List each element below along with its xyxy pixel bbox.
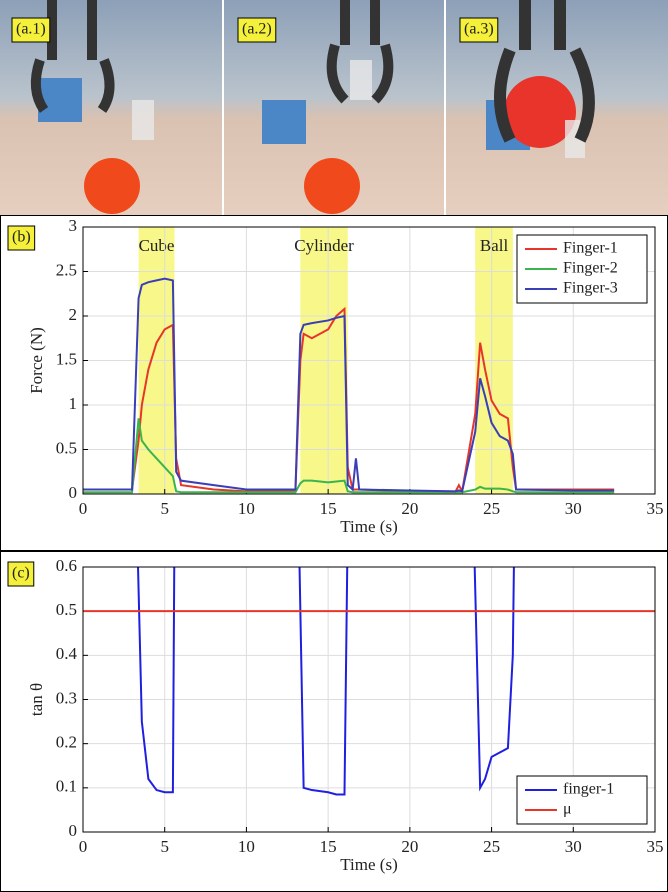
x-tick-label: 10 <box>238 499 255 518</box>
y-tick-label: 1 <box>69 394 78 413</box>
y-tick-label: 3 <box>69 216 78 235</box>
x-tick-label: 15 <box>320 837 337 856</box>
x-tick-label: 35 <box>647 499 664 518</box>
cylinder <box>132 100 154 140</box>
series-line <box>83 277 615 493</box>
gripper <box>494 0 595 143</box>
x-tick-label: 25 <box>483 499 500 518</box>
legend-label: μ <box>563 801 572 818</box>
series-line <box>137 567 515 796</box>
y-tick-label: 0.6 <box>56 556 77 575</box>
x-tick-label: 20 <box>401 837 418 856</box>
panel-label: (b) <box>12 229 31 246</box>
x-tick-label: 5 <box>160 499 169 518</box>
x-tick-label: 15 <box>320 499 337 518</box>
x-axis-label: Time (s) <box>340 517 397 536</box>
panel-label: (c) <box>12 565 30 582</box>
legend-label: finger-1 <box>563 781 614 798</box>
y-axis-label: tan θ <box>27 683 46 716</box>
panel-label: (a.2) <box>242 21 272 38</box>
panel-label-box <box>7 225 36 251</box>
x-tick-label: 20 <box>401 499 418 518</box>
ball <box>304 158 360 214</box>
cube <box>38 78 82 122</box>
gripper <box>30 0 115 113</box>
x-tick-label: 30 <box>565 837 582 856</box>
y-tick-label: 0.2 <box>56 733 77 752</box>
legend-label: Finger-1 <box>563 240 618 257</box>
photos <box>0 0 668 215</box>
y-tick-label: 0 <box>69 821 78 840</box>
gripper <box>326 0 394 104</box>
highlight-label: Cube <box>139 236 175 255</box>
legend-label: Finger-2 <box>563 260 618 277</box>
panel-label-box <box>11 17 51 43</box>
axes-frame <box>82 226 656 495</box>
y-tick-label: 1.5 <box>56 349 77 368</box>
y-tick-label: 0.5 <box>56 600 77 619</box>
y-tick-label: 2.5 <box>56 260 77 279</box>
x-tick-label: 5 <box>160 837 169 856</box>
panel-label-box <box>459 17 499 43</box>
legend-label: Finger-3 <box>563 280 618 297</box>
ball <box>504 76 576 148</box>
x-tick-label: 35 <box>647 837 664 856</box>
x-tick-label: 10 <box>238 837 255 856</box>
cylinder <box>350 60 372 100</box>
panel-label: (a.3) <box>464 21 494 38</box>
cube <box>262 100 306 144</box>
legend-box <box>516 775 648 825</box>
ball <box>84 158 140 214</box>
panel-label: (a.1) <box>16 21 46 38</box>
y-axis-label: Force (N) <box>27 327 46 394</box>
highlight-label: Ball <box>480 236 509 255</box>
y-tick-label: 0.3 <box>56 688 77 707</box>
panel-label-box <box>237 17 277 43</box>
y-tick-label: 0.4 <box>56 644 78 663</box>
y-tick-label: 2 <box>69 305 78 324</box>
x-tick-label: 25 <box>483 837 500 856</box>
series-line <box>83 418 615 494</box>
y-tick-label: 0.5 <box>56 438 77 457</box>
x-axis-label: Time (s) <box>340 855 397 874</box>
series-line <box>83 306 615 494</box>
x-tick-label: 30 <box>565 499 582 518</box>
x-tick-label: 0 <box>79 499 88 518</box>
highlight-label: Cylinder <box>294 236 354 255</box>
x-tick-label: 0 <box>79 837 88 856</box>
axes-frame <box>82 566 656 833</box>
y-tick-label: 0 <box>69 483 78 502</box>
y-tick-label: 0.1 <box>56 777 77 796</box>
panel-label-box <box>7 561 35 587</box>
